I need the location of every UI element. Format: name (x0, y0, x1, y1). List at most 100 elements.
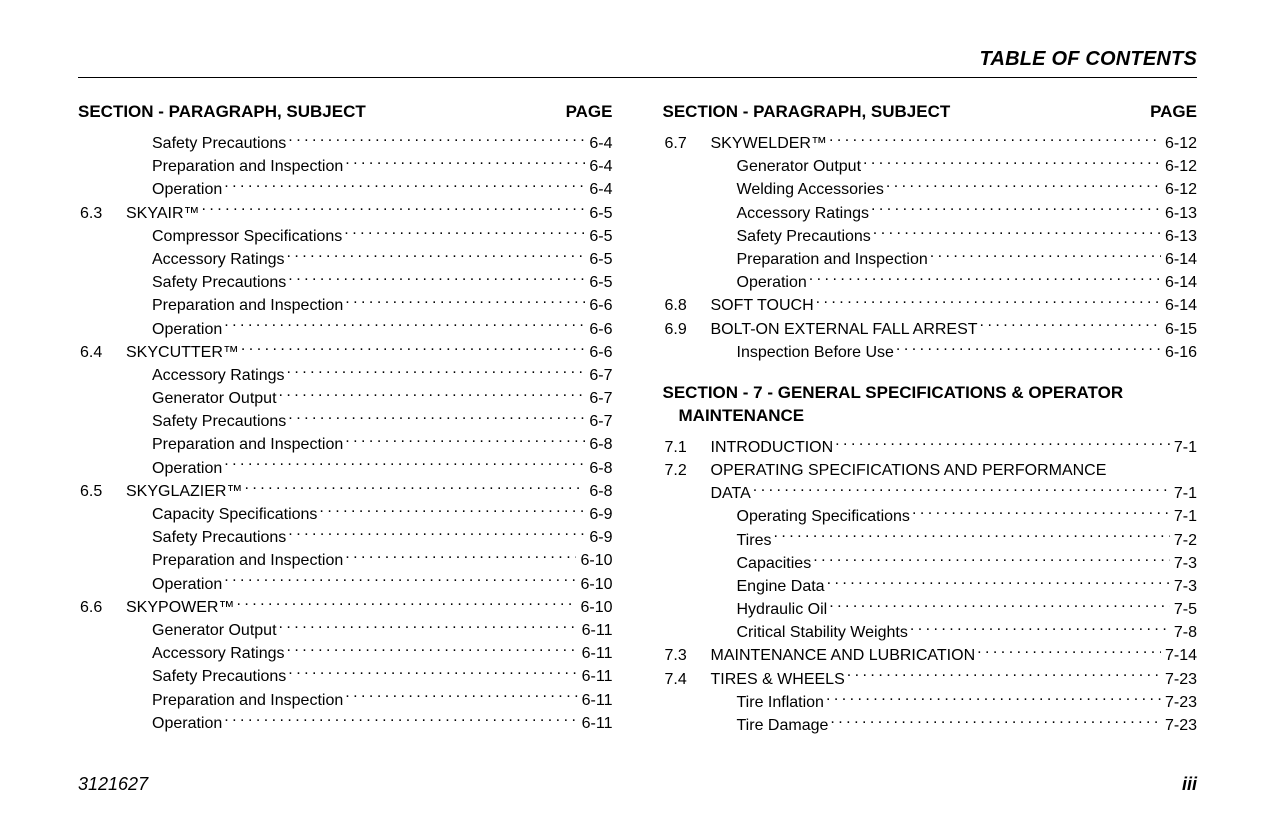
toc-entry-title: Operation (152, 178, 222, 201)
toc-entry-title: Safety Precautions (152, 526, 286, 549)
toc-leader-dots (288, 271, 585, 287)
toc-entry: 6.3SKYAIR™6-5 (78, 202, 613, 225)
toc-leader-dots (287, 248, 586, 264)
toc-entry-page: 6-15 (1165, 318, 1197, 341)
toc-leader-dots (288, 526, 585, 542)
toc-entry: Hydraulic Oil7-5 (663, 598, 1198, 621)
toc-entry-title: Safety Precautions (152, 410, 286, 433)
toc-entry-title: SKYGLAZIER™ (126, 480, 242, 503)
footer-page-number: iii (1182, 774, 1197, 795)
toc-leader-dots (287, 364, 586, 380)
toc-entry: Compressor Specifications6-5 (78, 225, 613, 248)
toc-entry-page: 7-2 (1174, 529, 1197, 552)
toc-entry: Inspection Before Use 6-16 (663, 341, 1198, 364)
colhead-subject: SECTION - PARAGRAPH, SUBJECT (78, 102, 366, 122)
toc-entry-number: 6.9 (663, 318, 711, 341)
toc-entry: 6.8SOFT TOUCH6-14 (663, 294, 1198, 317)
toc-entry-page: 6-12 (1165, 178, 1197, 201)
toc-leader-dots (896, 341, 1161, 357)
toc-entry-page: 7-5 (1174, 598, 1197, 621)
toc-leader-dots (288, 132, 585, 148)
toc-entry-title: BOLT-ON EXTERNAL FALL ARREST (711, 318, 978, 341)
toc-entry-page: 6-12 (1165, 155, 1197, 178)
page-footer: 3121627 iii (78, 774, 1197, 795)
toc-entry: Safety Precautions6-11 (78, 665, 613, 688)
toc-entry: Safety Precautions6-9 (78, 526, 613, 549)
toc-entry-title: Preparation and Inspection (152, 433, 343, 456)
colhead-page: PAGE (566, 102, 613, 122)
toc-entry: 7.2OPERATING SPECIFICATIONS AND PERFORMA… (663, 459, 1198, 482)
toc-entry-title: Accessory Ratings (152, 642, 285, 665)
toc-entry-number: 6.5 (78, 480, 126, 503)
toc-entry-page: 6-11 (582, 642, 613, 665)
toc-entry-title: DATA (711, 482, 751, 505)
running-title: TABLE OF CONTENTS (78, 48, 1197, 71)
toc-entry: Preparation and Inspection6-11 (78, 689, 613, 712)
toc-entry-page: 6-10 (580, 549, 612, 572)
toc-entry-page: 6-7 (589, 364, 612, 387)
toc-leader-dots (288, 665, 577, 681)
toc-entry: Preparation and Inspection6-4 (78, 155, 613, 178)
toc-entry-page: 6-11 (582, 619, 613, 642)
toc-entry-title: SOFT TOUCH (711, 294, 814, 317)
toc-entry-title: Welding Accessories (737, 178, 884, 201)
toc-entry: Tire Inflation7-23 (663, 691, 1198, 714)
toc-entry-page: 7-3 (1174, 575, 1197, 598)
toc-entry: Tire Damage7-23 (663, 714, 1198, 737)
toc-right-column: SECTION - PARAGRAPH, SUBJECT PAGE 6.7SKY… (663, 102, 1198, 737)
toc-entry: Welding Accessories 6-12 (663, 178, 1198, 201)
toc-leader-dots (345, 155, 585, 171)
toc-entry-title: Critical Stability Weights (737, 621, 908, 644)
toc-entry: Capacity Specifications6-9 (78, 503, 613, 526)
toc-entry-title: Operation (152, 318, 222, 341)
toc-entry: Critical Stability Weights7-8 (663, 621, 1198, 644)
column-header-left: SECTION - PARAGRAPH, SUBJECT PAGE (78, 102, 613, 122)
toc-entry-title: Safety Precautions (737, 225, 871, 248)
toc-page: TABLE OF CONTENTS SECTION - PARAGRAPH, S… (0, 0, 1275, 825)
toc-entry-title: OPERATING SPECIFICATIONS AND PERFORMANCE (711, 459, 1107, 482)
toc-entry: Safety Precautions6-4 (78, 132, 613, 155)
toc-leader-dots (244, 480, 585, 496)
toc-entry-page: 6-16 (1165, 341, 1197, 364)
toc-entry: Generator Output6-11 (78, 619, 613, 642)
toc-entry: 7.4TIRES & WHEELS7-23 (663, 668, 1198, 691)
toc-entry-title: INTRODUCTION (711, 436, 834, 459)
toc-entry: Operating Specifications7-1 (663, 505, 1198, 528)
toc-entry: Accessory Ratings6-7 (78, 364, 613, 387)
toc-leader-dots (886, 178, 1161, 194)
toc-entry-page: 7-14 (1165, 644, 1197, 667)
toc-entry-page: 6-5 (589, 271, 612, 294)
toc-entry-title: Tire Inflation (737, 691, 824, 714)
toc-entry-title: Tire Damage (737, 714, 829, 737)
section-7-line1: SECTION - 7 - GENERAL SPECIFICATIONS & O… (663, 383, 1124, 402)
toc-entry-title: Engine Data (737, 575, 825, 598)
toc-entry: Accessory Ratings 6-11 (78, 642, 613, 665)
toc-entry-page: 7-1 (1174, 436, 1197, 459)
toc-entry-number: 7.1 (663, 436, 711, 459)
toc-leader-dots (345, 689, 577, 705)
toc-entry: Preparation and Inspection6-8 (78, 433, 613, 456)
toc-entry-title: Accessory Ratings (152, 248, 285, 271)
toc-entry-title: Inspection Before Use (737, 341, 894, 364)
toc-entry-page: 6-8 (589, 480, 612, 503)
toc-leader-dots (753, 482, 1170, 498)
toc-entry-page: 6-5 (589, 225, 612, 248)
toc-leader-dots (826, 691, 1161, 707)
toc-entry: Preparation and Inspection6-14 (663, 248, 1198, 271)
toc-entry-title: Operation (152, 573, 222, 596)
toc-entry: Operation6-4 (78, 178, 613, 201)
toc-entry-page: 6-4 (589, 155, 612, 178)
toc-leader-dots (829, 598, 1170, 614)
toc-leader-dots (344, 225, 585, 241)
toc-entry-title: Tires (737, 529, 772, 552)
toc-entry: Operation6-6 (78, 318, 613, 341)
toc-entry-title: Capacity Specifications (152, 503, 317, 526)
toc-entry-page: 6-6 (589, 294, 612, 317)
toc-entry: Operation6-14 (663, 271, 1198, 294)
toc-entry: Generator Output6-7 (78, 387, 613, 410)
toc-entry-title: Preparation and Inspection (152, 689, 343, 712)
column-header-right: SECTION - PARAGRAPH, SUBJECT PAGE (663, 102, 1198, 122)
toc-entry-page: 6-10 (580, 596, 612, 619)
toc-leader-dots (827, 575, 1170, 591)
toc-entry: Engine Data 7-3 (663, 575, 1198, 598)
